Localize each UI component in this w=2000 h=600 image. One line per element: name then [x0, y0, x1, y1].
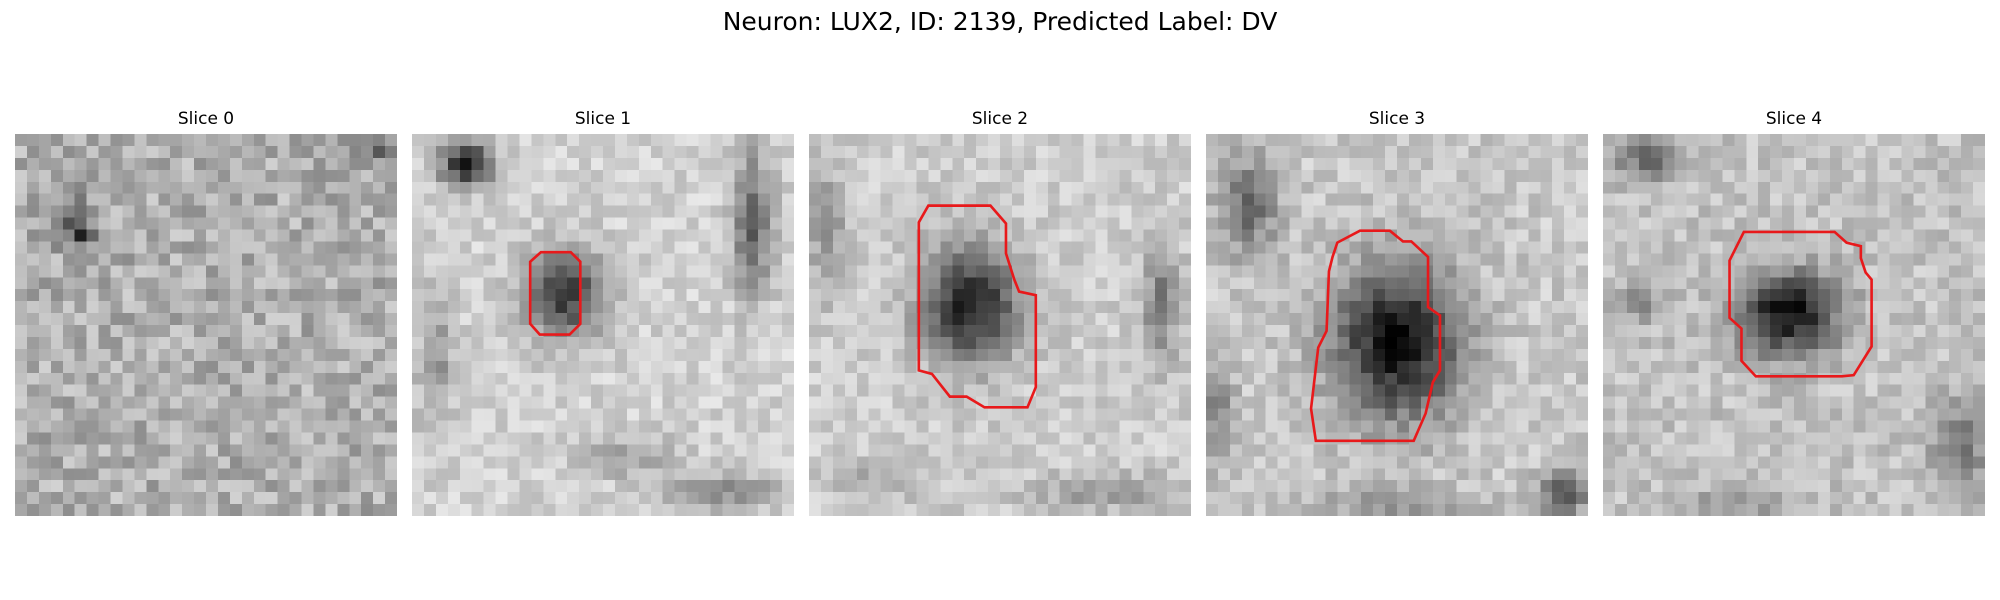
slice-title-2: Slice 2 [971, 109, 1029, 129]
slice-title-0: Slice 0 [177, 109, 235, 129]
slice-image-0 [15, 134, 397, 516]
figure-title: Neuron: LUX2, ID: 2139, Predicted Label:… [722, 7, 1278, 36]
segmentation-contour [1728, 230, 1873, 378]
slice-2-pixels [809, 134, 1191, 516]
segmentation-contour [917, 204, 1038, 409]
slice-image-3 [1206, 134, 1588, 516]
segmentation-contour [1309, 229, 1442, 443]
slice-1-pixels [412, 134, 794, 516]
slice-title-1: Slice 1 [574, 109, 632, 129]
slice-image-4 [1603, 134, 1985, 516]
slice-title-4: Slice 4 [1765, 109, 1823, 129]
slice-4-pixels [1603, 134, 1985, 516]
slice-0-pixels [15, 134, 397, 516]
slice-image-2 [809, 134, 1191, 516]
slice-title-3: Slice 3 [1368, 109, 1426, 129]
slice-image-1 [412, 134, 794, 516]
segmentation-contour [528, 250, 582, 336]
slice-3-pixels [1206, 134, 1588, 516]
